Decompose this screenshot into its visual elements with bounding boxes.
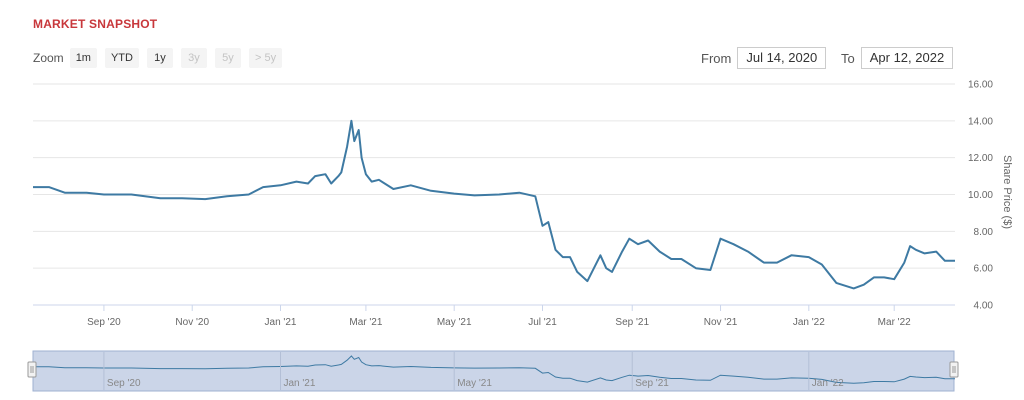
navigator-line <box>33 355 955 384</box>
x-tick-label: Jul '21 <box>528 317 557 328</box>
x-tick-label: Nov '20 <box>175 317 209 328</box>
navigator-left-handle[interactable] <box>27 361 37 378</box>
y-axis: 4.00 6.00 8.00 10.00 12.00 14.00 16.00 <box>968 80 993 312</box>
navigator-tick-label: Jan '22 <box>812 378 844 389</box>
zoom-controls: Zoom 1m YTD 1y 3y 5y > 5y <box>33 48 290 68</box>
x-tick-label: Sep '21 <box>615 317 649 328</box>
y-tick-label: 8.00 <box>974 227 994 238</box>
y-tick-label: 6.00 <box>974 264 994 275</box>
grid-lines <box>33 83 955 306</box>
x-tick-label: Sep '20 <box>87 317 121 328</box>
y-tick-label: 4.00 <box>974 301 994 312</box>
y-tick-label: 12.00 <box>968 153 993 164</box>
from-label: From <box>701 50 732 66</box>
zoom-ytd-button[interactable]: YTD <box>104 48 139 68</box>
zoom-max-button[interactable]: > 5y <box>248 48 283 68</box>
x-tick-label: Mar '21 <box>349 317 382 328</box>
to-date-input[interactable]: Apr 12, 2022 <box>860 47 954 69</box>
navigator-selection[interactable] <box>32 350 955 392</box>
navigator: Sep '20 Jan '21 May '21 Sep '21 Jan '22 <box>27 350 959 392</box>
zoom-1m-button[interactable]: 1m <box>69 48 97 68</box>
zoom-5y-button[interactable]: 5y <box>214 48 241 68</box>
navigator-tick-label: May '21 <box>457 378 492 389</box>
page-title: MARKET SNAPSHOT <box>33 17 158 31</box>
navigator-labels: Sep '20 Jan '21 May '21 Sep '21 Jan '22 <box>103 352 844 390</box>
range-from: From Jul 14, 2020 <box>701 47 827 69</box>
navigator-tick-label: Sep '21 <box>635 378 669 389</box>
y-tick-label: 16.00 <box>968 80 993 91</box>
zoom-3y-button[interactable]: 3y <box>180 48 207 68</box>
zoom-label: Zoom <box>33 51 64 65</box>
y-tick-label: 10.00 <box>968 190 993 201</box>
y-tick-label: 14.00 <box>968 116 993 127</box>
x-tick-label: May '21 <box>437 317 472 328</box>
to-label: To <box>841 50 855 66</box>
navigator-tick-label: Jan '21 <box>284 378 316 389</box>
from-date-input[interactable]: Jul 14, 2020 <box>737 47 827 69</box>
x-tick-label: Jan '22 <box>793 317 825 328</box>
range-to: To Apr 12, 2022 <box>841 47 954 69</box>
x-tick-label: Jan '21 <box>265 317 297 328</box>
zoom-1y-button[interactable]: 1y <box>146 48 173 68</box>
x-axis: Sep '20 Nov '20 Jan '21 Mar '21 May '21 Jul '… <box>87 305 911 328</box>
x-tick-label: Nov '21 <box>704 317 738 328</box>
y-axis-label: Share Price ($) <box>1001 155 1013 229</box>
navigator-right-handle[interactable] <box>949 361 959 378</box>
price-line <box>33 119 955 290</box>
navigator-tick-label: Sep '20 <box>107 378 141 389</box>
x-tick-label: Mar '22 <box>878 317 911 328</box>
